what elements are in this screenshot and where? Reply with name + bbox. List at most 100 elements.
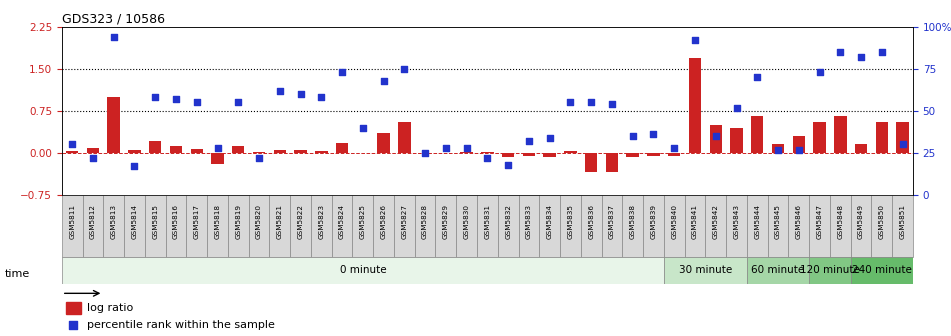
Bar [876, 122, 888, 153]
Bar [186, 195, 207, 257]
Text: GSM5832: GSM5832 [505, 204, 511, 239]
Text: 30 minute: 30 minute [679, 265, 732, 276]
Bar [772, 144, 785, 153]
Point [65, 142, 80, 147]
Text: GSM5816: GSM5816 [173, 204, 179, 239]
Text: GSM5838: GSM5838 [630, 204, 635, 239]
Bar [606, 153, 618, 172]
Bar [892, 195, 913, 257]
Bar [539, 195, 560, 257]
Text: GSM5837: GSM5837 [609, 204, 615, 239]
Point [417, 150, 433, 156]
Bar [830, 195, 851, 257]
Bar [83, 195, 104, 257]
Bar [809, 195, 830, 257]
Point [147, 95, 163, 100]
Point [584, 100, 599, 105]
Bar [502, 153, 514, 157]
Text: GSM5818: GSM5818 [215, 204, 221, 239]
Bar [643, 195, 664, 257]
Bar [62, 195, 83, 257]
Bar [62, 257, 664, 284]
Bar [581, 195, 602, 257]
Text: GSM5845: GSM5845 [775, 204, 781, 239]
Point [107, 34, 122, 40]
Text: GSM5846: GSM5846 [796, 204, 802, 239]
Point [126, 164, 142, 169]
Text: GSM5819: GSM5819 [235, 204, 242, 239]
Point [874, 49, 889, 55]
Point [580, 246, 595, 251]
Point [812, 70, 827, 75]
Bar [813, 122, 825, 153]
Point [625, 133, 640, 139]
Point [646, 132, 661, 137]
Bar [523, 153, 535, 156]
Text: percentile rank within the sample: percentile rank within the sample [87, 320, 275, 330]
Bar [481, 152, 494, 153]
Point [770, 147, 786, 152]
Point [542, 135, 557, 140]
Bar [378, 133, 390, 153]
Point [189, 100, 204, 105]
Text: GSM5827: GSM5827 [401, 204, 407, 239]
Text: GSM5812: GSM5812 [90, 204, 96, 239]
Text: GSM5826: GSM5826 [380, 204, 387, 239]
Text: 240 minute: 240 minute [852, 265, 912, 276]
Point [708, 133, 724, 139]
Text: GSM5848: GSM5848 [837, 204, 844, 239]
Bar [668, 153, 681, 156]
Bar [170, 146, 183, 153]
Bar [622, 195, 643, 257]
Text: time: time [5, 269, 30, 279]
Bar [664, 257, 747, 284]
Point [749, 75, 765, 80]
Text: GDS323 / 10586: GDS323 / 10586 [62, 13, 165, 26]
Bar [706, 195, 727, 257]
Bar [398, 122, 411, 153]
Bar [564, 151, 576, 153]
Bar [477, 195, 497, 257]
Bar [353, 195, 373, 257]
Bar [315, 151, 327, 153]
Point [397, 66, 412, 72]
Bar [560, 195, 581, 257]
Text: GSM5831: GSM5831 [484, 204, 491, 239]
Bar [767, 195, 788, 257]
Bar [373, 195, 394, 257]
Point [168, 96, 184, 102]
Bar [897, 122, 909, 153]
Text: GSM5814: GSM5814 [131, 204, 138, 239]
Point [272, 88, 287, 93]
Point [314, 95, 329, 100]
Bar [436, 195, 456, 257]
Text: 0 minute: 0 minute [340, 265, 386, 276]
Text: GSM5823: GSM5823 [319, 204, 324, 239]
Bar [456, 195, 477, 257]
Bar [518, 195, 539, 257]
Point [335, 70, 350, 75]
Bar [543, 153, 556, 157]
Text: GSM5817: GSM5817 [194, 204, 200, 239]
Bar [730, 128, 743, 153]
Text: GSM5833: GSM5833 [526, 204, 532, 239]
Point [500, 162, 515, 167]
Text: 60 minute: 60 minute [751, 265, 805, 276]
Text: GSM5843: GSM5843 [733, 204, 740, 239]
Text: GSM5828: GSM5828 [422, 204, 428, 239]
Bar [269, 195, 290, 257]
Text: GSM5836: GSM5836 [588, 204, 594, 239]
Bar [232, 145, 244, 153]
Text: 120 minute: 120 minute [800, 265, 860, 276]
Bar [689, 58, 701, 153]
Text: GSM5851: GSM5851 [900, 204, 905, 239]
Bar [107, 97, 120, 153]
Bar [415, 195, 436, 257]
Text: GSM5850: GSM5850 [879, 204, 884, 239]
Point [895, 142, 910, 147]
Bar [332, 195, 353, 257]
Bar [253, 152, 265, 153]
Bar [66, 302, 82, 314]
Point [438, 145, 454, 151]
Bar [460, 152, 473, 153]
